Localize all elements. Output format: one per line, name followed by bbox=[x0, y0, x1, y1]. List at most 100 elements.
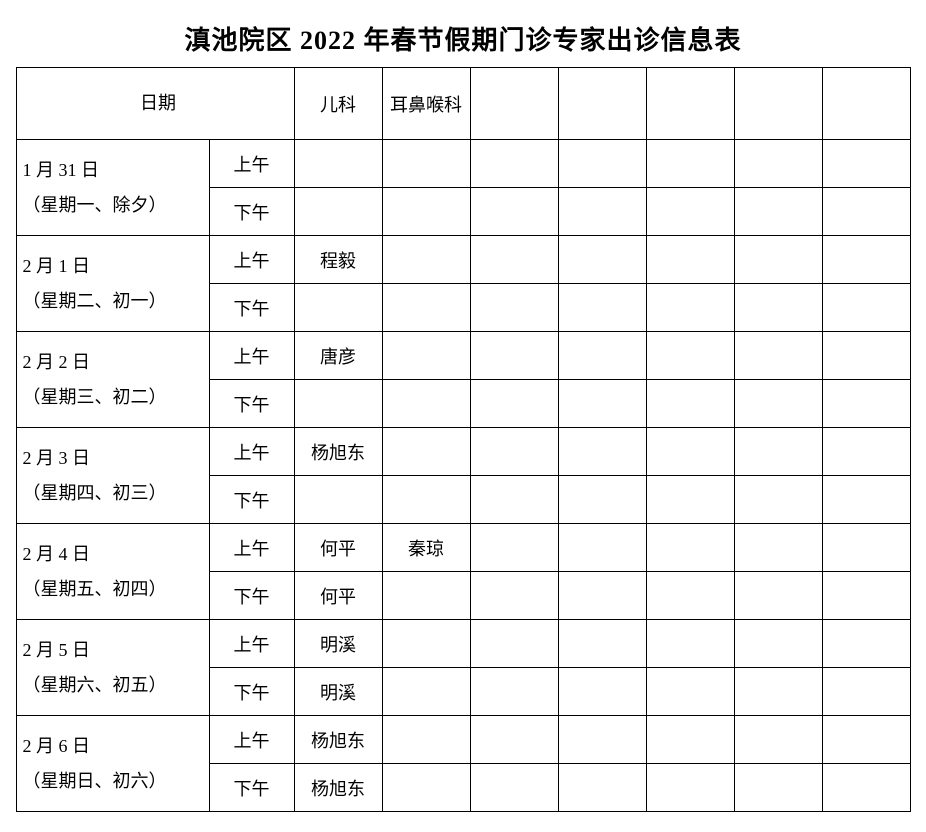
doctor-cell bbox=[734, 716, 822, 764]
doctor-cell bbox=[734, 428, 822, 476]
doctor-cell bbox=[734, 620, 822, 668]
doctor-cell bbox=[294, 188, 382, 236]
table-row: 1 月 31 日 （星期一、除夕） 上午 bbox=[16, 140, 910, 188]
header-row: 日期 儿科 耳鼻喉科 bbox=[16, 68, 910, 140]
header-dept-1: 儿科 bbox=[294, 68, 382, 140]
date-cell: 2 月 5 日 （星期六、初五） bbox=[16, 620, 209, 716]
table-row: 2 月 4 日 （星期五、初四） 上午 何平 秦琼 bbox=[16, 524, 910, 572]
doctor-cell bbox=[382, 380, 470, 428]
period-cell: 上午 bbox=[209, 332, 294, 380]
doctor-cell bbox=[382, 620, 470, 668]
doctor-cell bbox=[734, 476, 822, 524]
schedule-table: 日期 儿科 耳鼻喉科 1 月 31 日 （星期一、除夕） 上午 下午 bbox=[16, 67, 911, 812]
doctor-cell bbox=[646, 476, 734, 524]
doctor-cell bbox=[470, 764, 558, 812]
period-cell: 下午 bbox=[209, 380, 294, 428]
doctor-cell bbox=[734, 668, 822, 716]
doctor-cell bbox=[646, 236, 734, 284]
doctor-cell bbox=[470, 284, 558, 332]
doctor-cell: 杨旭东 bbox=[294, 428, 382, 476]
doctor-cell bbox=[822, 380, 910, 428]
period-cell: 上午 bbox=[209, 236, 294, 284]
doctor-cell bbox=[470, 332, 558, 380]
doctor-cell bbox=[646, 428, 734, 476]
date-line2: （星期一、除夕） bbox=[23, 195, 167, 215]
doctor-cell bbox=[646, 572, 734, 620]
period-cell: 下午 bbox=[209, 476, 294, 524]
doctor-cell bbox=[822, 620, 910, 668]
table-row: 2 月 6 日 （星期日、初六） 上午 杨旭东 bbox=[16, 716, 910, 764]
date-cell: 2 月 3 日 （星期四、初三） bbox=[16, 428, 209, 524]
doctor-cell bbox=[470, 668, 558, 716]
doctor-cell bbox=[470, 716, 558, 764]
period-cell: 上午 bbox=[209, 524, 294, 572]
header-date: 日期 bbox=[16, 68, 294, 140]
doctor-cell bbox=[558, 524, 646, 572]
doctor-cell: 何平 bbox=[294, 572, 382, 620]
doctor-cell bbox=[558, 188, 646, 236]
doctor-cell bbox=[558, 140, 646, 188]
date-cell: 2 月 2 日 （星期三、初二） bbox=[16, 332, 209, 428]
doctor-cell bbox=[646, 764, 734, 812]
doctor-cell bbox=[470, 524, 558, 572]
doctor-cell bbox=[734, 764, 822, 812]
doctor-cell bbox=[470, 572, 558, 620]
doctor-cell bbox=[822, 332, 910, 380]
date-line2: （星期六、初五） bbox=[23, 675, 167, 695]
header-dept-4 bbox=[558, 68, 646, 140]
doctor-cell bbox=[470, 476, 558, 524]
doctor-cell bbox=[558, 620, 646, 668]
doctor-cell bbox=[646, 524, 734, 572]
header-dept-5 bbox=[646, 68, 734, 140]
doctor-cell: 杨旭东 bbox=[294, 716, 382, 764]
period-cell: 上午 bbox=[209, 140, 294, 188]
doctor-cell bbox=[734, 572, 822, 620]
date-line1: 2 月 4 日 bbox=[23, 544, 91, 564]
date-line2: （星期五、初四） bbox=[23, 579, 167, 599]
doctor-cell bbox=[646, 140, 734, 188]
doctor-cell bbox=[382, 236, 470, 284]
doctor-cell bbox=[734, 236, 822, 284]
doctor-cell bbox=[822, 188, 910, 236]
doctor-cell: 杨旭东 bbox=[294, 764, 382, 812]
date-cell: 2 月 1 日 （星期二、初一） bbox=[16, 236, 209, 332]
doctor-cell bbox=[558, 284, 646, 332]
doctor-cell bbox=[822, 236, 910, 284]
doctor-cell bbox=[294, 140, 382, 188]
doctor-cell bbox=[558, 668, 646, 716]
date-line2: （星期三、初二） bbox=[23, 387, 167, 407]
period-cell: 下午 bbox=[209, 572, 294, 620]
doctor-cell bbox=[382, 572, 470, 620]
doctor-cell bbox=[558, 716, 646, 764]
doctor-cell bbox=[822, 764, 910, 812]
doctor-cell bbox=[382, 188, 470, 236]
period-cell: 下午 bbox=[209, 188, 294, 236]
doctor-cell bbox=[470, 620, 558, 668]
doctor-cell bbox=[646, 620, 734, 668]
header-dept-2: 耳鼻喉科 bbox=[382, 68, 470, 140]
date-cell: 2 月 6 日 （星期日、初六） bbox=[16, 716, 209, 812]
date-line1: 2 月 1 日 bbox=[23, 256, 91, 276]
doctor-cell bbox=[822, 284, 910, 332]
doctor-cell bbox=[646, 332, 734, 380]
doctor-cell bbox=[646, 716, 734, 764]
doctor-cell bbox=[558, 764, 646, 812]
doctor-cell: 明溪 bbox=[294, 620, 382, 668]
doctor-cell bbox=[382, 668, 470, 716]
doctor-cell bbox=[382, 332, 470, 380]
doctor-cell bbox=[734, 140, 822, 188]
date-line1: 1 月 31 日 bbox=[23, 160, 100, 180]
doctor-cell bbox=[294, 380, 382, 428]
doctor-cell bbox=[646, 380, 734, 428]
doctor-cell bbox=[822, 668, 910, 716]
date-line1: 2 月 3 日 bbox=[23, 448, 91, 468]
doctor-cell bbox=[470, 188, 558, 236]
doctor-cell bbox=[646, 188, 734, 236]
date-cell: 1 月 31 日 （星期一、除夕） bbox=[16, 140, 209, 236]
header-dept-6 bbox=[734, 68, 822, 140]
doctor-cell bbox=[382, 284, 470, 332]
date-line1: 2 月 6 日 bbox=[23, 736, 91, 756]
doctor-cell bbox=[294, 284, 382, 332]
header-dept-7 bbox=[822, 68, 910, 140]
doctor-cell bbox=[646, 284, 734, 332]
